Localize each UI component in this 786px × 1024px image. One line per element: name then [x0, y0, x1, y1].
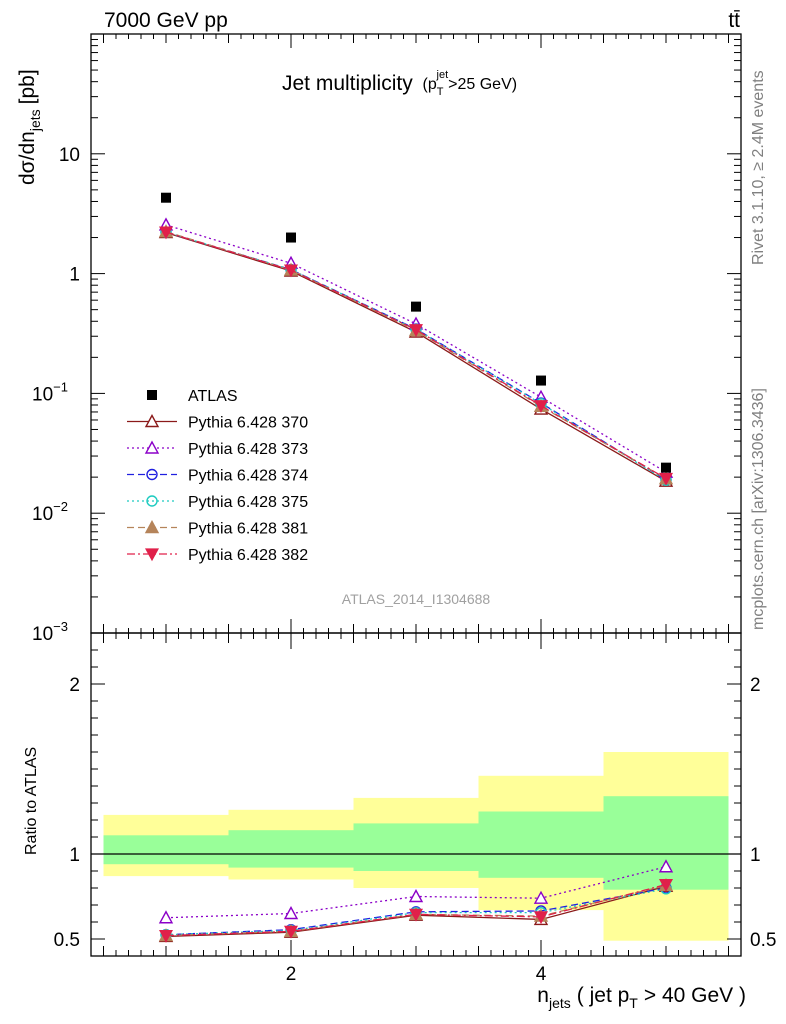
ratio-y-tick-label: 0.5 [54, 930, 80, 951]
ratio-band-inner [103, 835, 229, 865]
x-tick-label: 4 [536, 964, 547, 985]
main-point-p382 [533, 400, 549, 413]
legend-marker [146, 495, 158, 507]
x-label-psub: T [629, 995, 638, 1011]
legend-label: Pythia 6.428 382 [188, 547, 308, 564]
ratio-y-tick-label: 2 [69, 675, 80, 696]
main-y-tick-label: 1 [69, 265, 80, 286]
main-y-label-main: dσ/dn [16, 131, 39, 185]
ratio-series-p382 [158, 878, 674, 943]
legend-item: Pythia 6.428 374 [127, 468, 308, 485]
legend-label: Pythia 6.428 370 [188, 415, 308, 432]
energy-label: 7000 GeV pp [104, 9, 228, 32]
legend-marker [144, 548, 160, 562]
x-tick-label: 2 [286, 964, 297, 985]
legend-marker [144, 414, 160, 428]
legend-item: Pythia 6.428 370 [127, 414, 308, 432]
ratio-band-inner [353, 823, 479, 871]
x-label-tail: > 40 GeV ) [644, 984, 746, 1007]
main-panel: 10−3 10−2 10−1 1 10 [32, 33, 742, 645]
main-point-p382 [658, 472, 674, 486]
ratio-band-inner [603, 796, 729, 890]
ratio-band-inner [228, 830, 354, 868]
ratio-panel: 0.5 0.5 1 1 2 2 2 4 [54, 632, 776, 985]
plot-title: Jet multiplicity (pTjet>25 GeV) [282, 69, 517, 98]
ratio-band-inner [478, 811, 604, 878]
analysis-id: ATLAS_2014_I1304688 [342, 591, 491, 607]
title-cut-p: p [428, 76, 437, 93]
main-point-p382 [283, 264, 299, 278]
ratio-point-p373 [408, 889, 424, 903]
ratio-point-p382 [283, 925, 299, 939]
legend-label: Pythia 6.428 375 [188, 494, 308, 511]
main-point-ATLAS [286, 232, 296, 243]
ratio-y-tick-label-right: 1 [750, 845, 761, 866]
ratio-point-p373 [658, 859, 674, 873]
main-y-label-unit: [pb] [16, 69, 39, 104]
ratio-line-p374 [165, 887, 667, 936]
x-label-nsub: jets [548, 995, 571, 1011]
ratio-x-ticks [103, 633, 729, 956]
legend-marker [146, 468, 158, 481]
main-line-p382 [165, 231, 667, 480]
main-y-label-sub: jets [27, 109, 43, 132]
main-point-p382 [158, 226, 174, 240]
legend-marker [147, 390, 157, 400]
main-point-ATLAS [161, 192, 171, 203]
legend-marker [144, 440, 160, 454]
legend-item: Pythia 6.428 381 [127, 520, 308, 538]
process-label: tt̄ [728, 9, 740, 32]
rivet-label: Rivet 3.1.10, ≥ 2.4M events [750, 70, 767, 265]
ratio-point-p373 [158, 910, 174, 924]
legend-label: Pythia 6.428 373 [188, 441, 308, 458]
x-axis-label: njets ( jet pT > 40 GeV ) [537, 984, 746, 1011]
legend-marker [144, 520, 160, 534]
main-x-ticks [103, 34, 729, 633]
plot-title-main: Jet multiplicity [282, 72, 413, 95]
title-cut-rest: >25 GeV [448, 76, 512, 93]
ratio-y-tick-label-right: 0.5 [750, 930, 776, 951]
main-series-ATLAS [161, 192, 671, 473]
legend: ATLAS Pythia 6.428 370 Pythia 6.428 373 Pyt… [127, 388, 308, 564]
main-point-ATLAS [411, 301, 421, 312]
ratio-point-p373 [533, 890, 549, 904]
legend-label: Pythia 6.428 374 [188, 468, 308, 485]
main-series-p382 [158, 226, 674, 486]
main-y-tick-label: 10 [59, 145, 80, 166]
main-y-tick-label: 10−1 [32, 379, 68, 405]
main-y-axis-label: dσ/dnjets [pb] [16, 69, 43, 185]
ratio-series-p373 [158, 859, 674, 924]
ratio-y-tick-label-right: 2 [750, 675, 761, 696]
x-label-n: n [537, 984, 549, 1007]
ratio-frame [90, 632, 742, 957]
ratio-y-axis-label: Ratio to ATLAS [23, 747, 40, 855]
legend-label: Pythia 6.428 381 [188, 521, 308, 538]
main-point-p382 [408, 324, 424, 337]
ratio-point-p373 [283, 906, 299, 920]
main-point-ATLAS [661, 462, 671, 473]
x-label-mid: ( jet p [577, 984, 630, 1007]
ratio-point-p382 [658, 878, 674, 892]
ratio-point-p382 [533, 911, 549, 925]
main-y-tick-label: 10−3 [32, 619, 68, 645]
legend-item: Pythia 6.428 382 [127, 547, 308, 564]
mcplots-label: mcplots.cern.ch [arXiv:1306.3436] [750, 388, 767, 630]
legend-label: ATLAS [188, 388, 238, 405]
ratio-point-p382 [158, 929, 174, 943]
main-y-tick-label: 10−2 [32, 499, 68, 525]
ratio-point-p382 [408, 908, 424, 922]
main-y-ticks [91, 38, 741, 634]
legend-item: Pythia 6.428 373 [127, 440, 308, 458]
legend-item: ATLAS [147, 388, 238, 405]
title-cut-sub: T [437, 86, 444, 98]
legend-item: Pythia 6.428 375 [127, 494, 308, 511]
title-cut-sup: jet [436, 69, 449, 81]
ratio-y-tick-label: 1 [69, 845, 80, 866]
ratio-y-ticks [91, 632, 741, 957]
main-point-ATLAS [536, 375, 546, 386]
